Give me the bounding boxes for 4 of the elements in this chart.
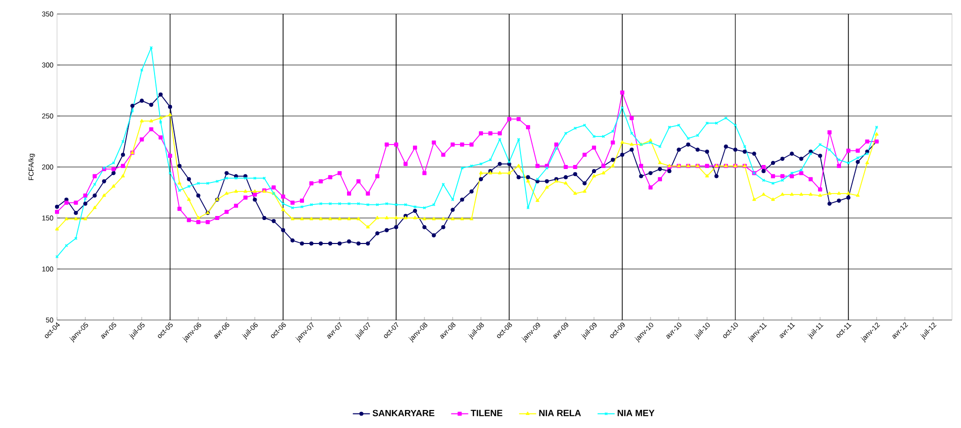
legend-label: NIA RELA: [539, 410, 581, 416]
legend-label: NIA MEY: [618, 410, 654, 416]
legend-label: TILENE: [470, 410, 502, 416]
legend-label: SANKARYARE: [372, 410, 434, 416]
